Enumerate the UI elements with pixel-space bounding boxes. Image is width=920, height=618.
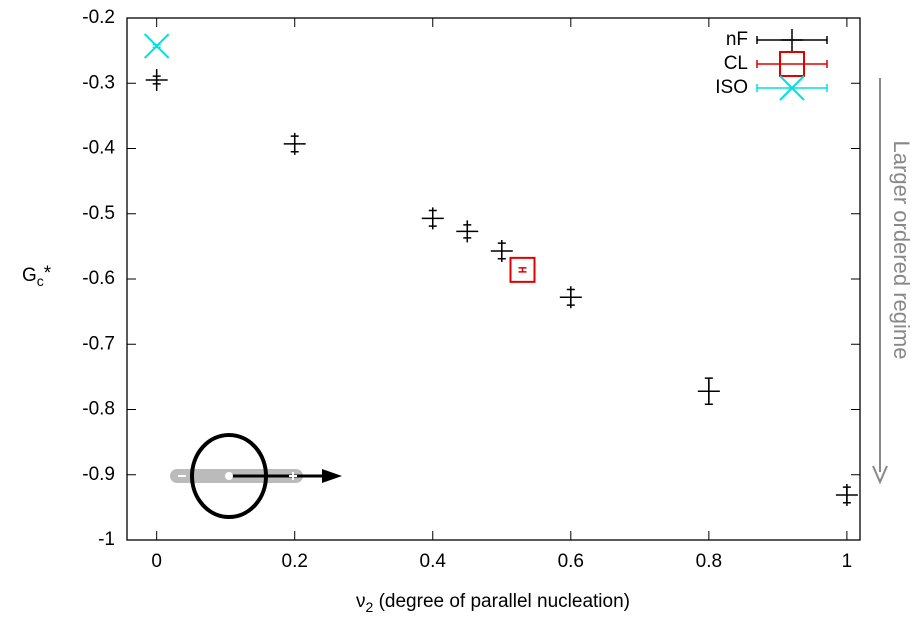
y-tick-label: -0.9 [82, 464, 115, 485]
point [509, 256, 536, 283]
x-tick-label: 0.4 [420, 551, 447, 572]
legend-line [756, 60, 828, 68]
x-tick-label: 0.8 [696, 551, 722, 572]
legend-label: ISO [715, 77, 748, 98]
legend-marker [781, 29, 803, 51]
point [421, 207, 444, 230]
point [835, 483, 858, 506]
x-label-rest: (degree of parallel nucleation) [373, 591, 630, 612]
schematic-dot [225, 472, 233, 480]
error-bar [518, 267, 527, 273]
y-tick-label: -0.8 [82, 399, 115, 420]
legend-marker [779, 75, 805, 101]
point [456, 220, 479, 243]
x-tick-label: 0.6 [558, 551, 584, 572]
annotation: Larger ordered regime [889, 141, 914, 360]
y-tick-label: -1 [98, 529, 115, 550]
plot-frame [126, 17, 861, 541]
legend-marker [779, 51, 805, 77]
y-tick-label: -0.2 [82, 7, 115, 28]
legend-label: CL [724, 53, 748, 74]
y-label-sup: * [44, 263, 52, 284]
x-label-sub: 2 [366, 599, 374, 615]
schematic-plus [289, 472, 297, 480]
legend-label: nF [726, 29, 748, 50]
y-tick-label: -0.4 [82, 138, 115, 159]
schematic [170, 433, 342, 519]
x-axis-label: ν2 (degree of parallel nucleation) [356, 591, 630, 615]
point [283, 132, 306, 155]
x-tick-label: 0.2 [282, 551, 308, 572]
y-label-sub: c [37, 273, 44, 289]
point [697, 380, 720, 403]
point [145, 68, 168, 91]
y-label-base: G [22, 265, 37, 286]
y-tick-label: -0.3 [82, 72, 115, 93]
annotation-arrowhead [872, 465, 888, 485]
point [559, 286, 582, 309]
x-tick-label: 0 [151, 551, 162, 572]
schematic-arrowhead [322, 469, 342, 483]
y-tick-label: -0.7 [82, 333, 115, 354]
point [143, 33, 170, 59]
x-label-base: ν [356, 591, 366, 612]
y-tick-label: -0.5 [82, 203, 115, 224]
y-axis-label: Gc* [22, 263, 52, 289]
y-tick-label: -0.6 [82, 268, 115, 289]
x-tick-label: 1 [842, 551, 853, 572]
point [490, 239, 513, 262]
